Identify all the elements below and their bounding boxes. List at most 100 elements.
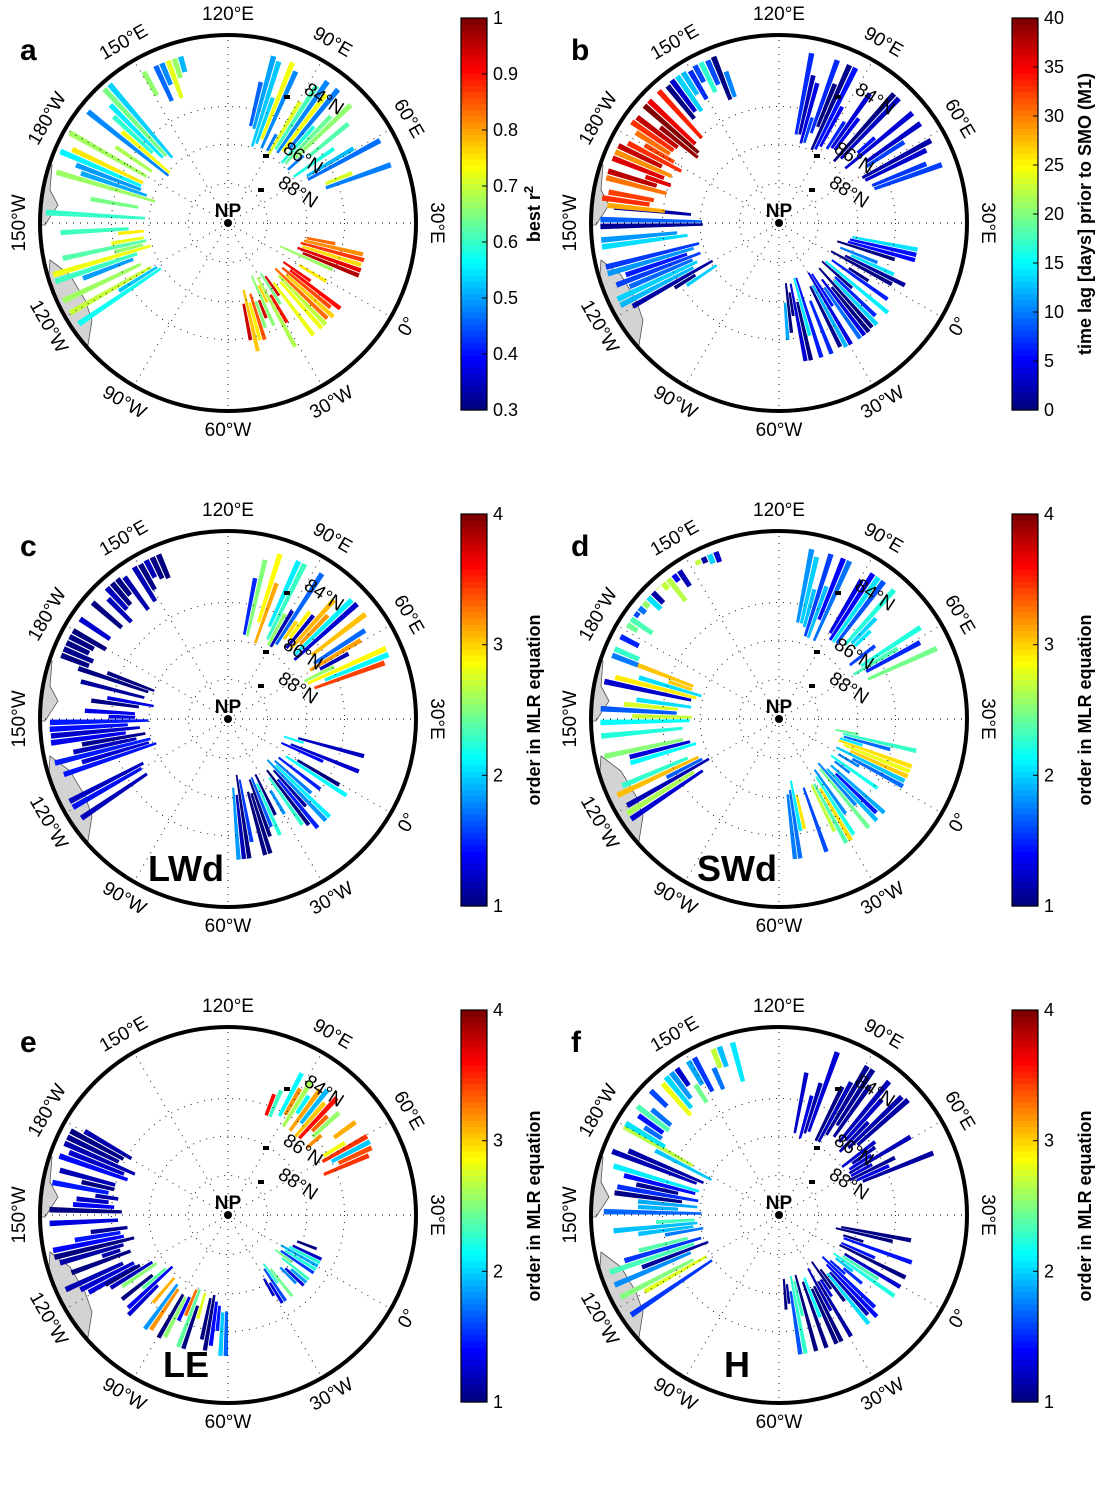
colorbar-step	[461, 789, 487, 797]
colorbar-step	[1012, 1046, 1038, 1054]
colorbar-step	[1012, 667, 1038, 674]
data-cell	[156, 1293, 185, 1339]
colorbar-step	[1012, 336, 1038, 344]
lat-tick	[258, 684, 264, 688]
colorbar-step	[461, 838, 487, 846]
data-cell	[81, 741, 150, 765]
colorbar-step	[1012, 146, 1038, 154]
data-cell	[242, 303, 253, 341]
data-cell	[821, 278, 867, 337]
colorbar-step	[1012, 734, 1038, 742]
colorbar-step	[461, 361, 487, 368]
colorbar-step	[1012, 397, 1038, 405]
data-cell	[810, 1288, 839, 1345]
colorbar-step	[1012, 318, 1038, 325]
colorbar-step	[461, 710, 487, 717]
data-cell	[274, 267, 329, 320]
data-cell	[825, 1263, 879, 1319]
colorbar-step	[461, 869, 487, 876]
colorbar-step	[1012, 158, 1038, 166]
colorbar-step	[461, 1126, 487, 1134]
data-cell	[269, 609, 294, 648]
colorbar-step	[461, 54, 487, 62]
data-cell	[263, 1268, 287, 1302]
data-cell	[850, 254, 895, 277]
colorbar-step	[461, 1365, 487, 1372]
data-cell	[297, 737, 365, 759]
data-cell	[607, 202, 665, 213]
colorbar-step	[461, 48, 487, 56]
lat-tick	[284, 95, 290, 99]
data-cell	[246, 791, 268, 856]
colorbar-step	[1012, 1150, 1038, 1158]
colorbar-step	[1012, 1359, 1038, 1366]
lon-label: 180°W	[575, 585, 622, 645]
colorbar-step	[1012, 128, 1038, 135]
colorbar-step	[1012, 1365, 1038, 1372]
data-cell	[276, 778, 320, 830]
colorbar-step	[1012, 275, 1038, 282]
colorbar-step	[461, 563, 487, 570]
data-cell	[264, 275, 281, 297]
colorbar-step	[1012, 820, 1038, 827]
colorbar-step	[1012, 361, 1038, 368]
colorbar-step	[1012, 1353, 1038, 1360]
data-cell	[692, 64, 706, 84]
data-cell	[802, 787, 829, 853]
colorbar-step	[1012, 826, 1038, 834]
colorbar-step	[461, 24, 487, 31]
data-cell	[629, 616, 654, 636]
colorbar-tick-label: 3	[493, 1131, 503, 1151]
lon-label: 150°E	[647, 516, 703, 560]
panel-e: NP 84°N 86°N 88°N 150°W 180°W 150°E 120°E 90°E 60…	[0, 992, 551, 1488]
data-cell	[72, 1202, 115, 1209]
data-cell	[242, 577, 258, 635]
colorbar-step	[461, 1389, 487, 1397]
colorbar-step	[1012, 348, 1038, 356]
data-cell	[643, 1125, 663, 1141]
data-cell	[614, 674, 697, 700]
data-cell	[809, 300, 834, 355]
colorbar-step	[1012, 863, 1038, 870]
data-cell	[81, 1179, 115, 1192]
colorbar-step	[1012, 1297, 1038, 1305]
data-cell	[51, 1179, 109, 1195]
data-cell	[700, 556, 709, 564]
pole-label: NP	[766, 697, 793, 718]
data-cell	[53, 1236, 135, 1260]
colorbar-step	[461, 514, 487, 521]
colorbar-tick-label: 20	[1044, 204, 1064, 224]
colorbar-step	[461, 354, 487, 362]
colorbar-step	[1012, 403, 1038, 411]
data-cell	[638, 1225, 694, 1237]
data-cell	[839, 1244, 907, 1280]
colorbar-step	[1012, 832, 1038, 840]
data-cell	[798, 1095, 814, 1139]
grid-lat-86	[699, 1135, 859, 1295]
map-svg: NP84°N86°N88°N150°W180°W150°E120°E90°E60…	[560, 500, 1095, 937]
colorbar-step	[461, 685, 487, 693]
colorbar-frame	[460, 1009, 488, 1403]
colorbar-step	[461, 1095, 487, 1103]
data-cell	[109, 1260, 154, 1290]
data-cell	[843, 735, 891, 752]
colorbar-step	[1012, 1316, 1038, 1323]
data-cell	[259, 272, 282, 305]
data-cell	[49, 1218, 119, 1227]
lon-label: 120°E	[202, 4, 254, 25]
lon-label: 30°E	[977, 202, 998, 243]
colorbar-step	[461, 532, 487, 540]
data-cell	[280, 742, 324, 763]
data-cell	[72, 737, 137, 755]
grid-lat-86	[699, 639, 859, 799]
colorbar-step	[1012, 250, 1038, 258]
data-cell	[829, 1271, 870, 1317]
colorbar-step	[461, 30, 487, 37]
colorbar-step	[461, 1279, 487, 1287]
data-cell	[611, 155, 665, 180]
colorbar-step	[1012, 599, 1038, 607]
data-cell	[685, 264, 718, 287]
data-cell	[608, 189, 655, 203]
data-cell	[813, 1285, 844, 1343]
lat-tick	[809, 188, 815, 192]
